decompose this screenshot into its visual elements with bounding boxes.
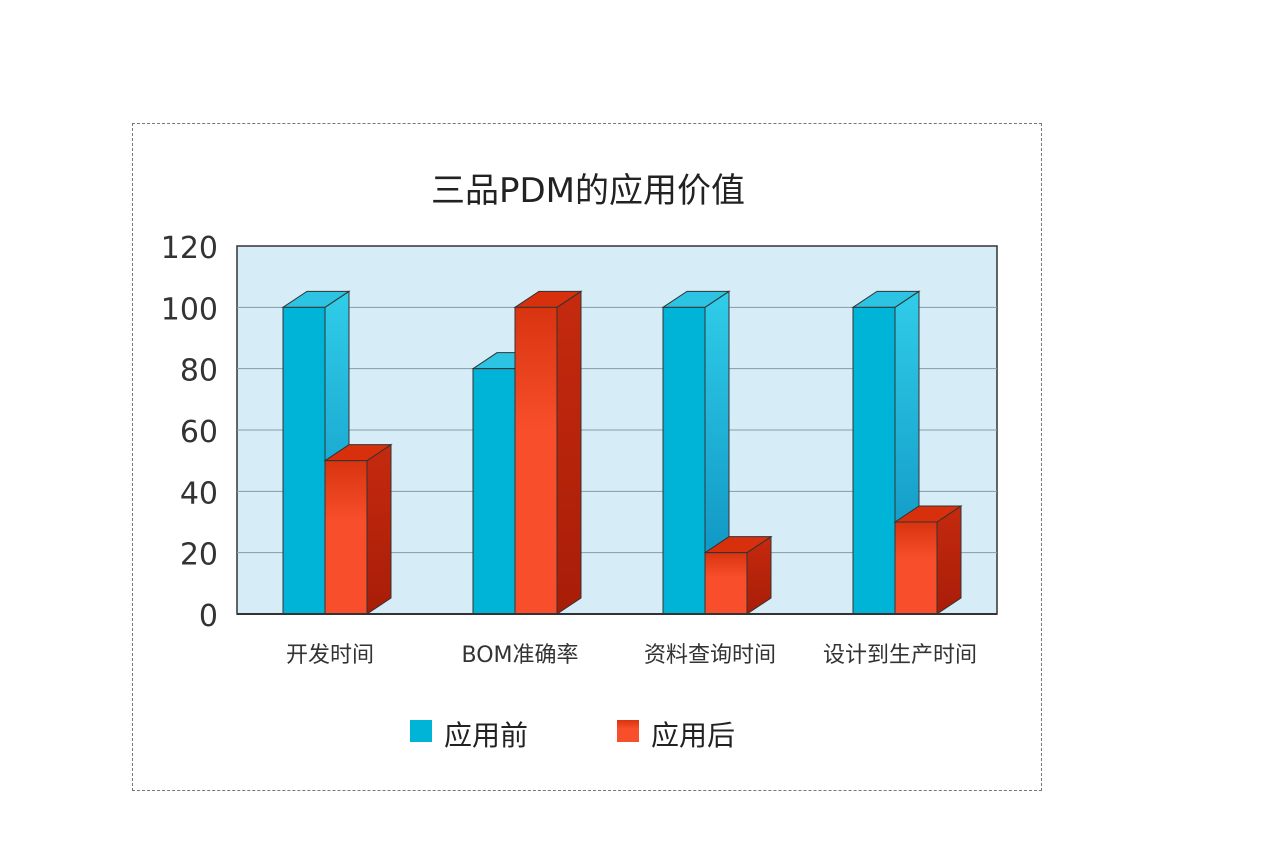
legend-label-before: 应用前 <box>444 719 528 752</box>
legend-label-after: 应用后 <box>651 719 735 752</box>
bar-before-2 <box>472 368 516 615</box>
y-tick-label: 60 <box>180 415 218 450</box>
x-tick-label: BOM准确率 <box>461 643 578 668</box>
legend-swatch-after <box>617 720 639 742</box>
bar-after-4-side <box>936 505 962 615</box>
y-tick-label: 100 <box>161 292 218 327</box>
bar-before-3 <box>662 306 706 615</box>
y-tick-label: 0 <box>199 599 218 634</box>
bar-before-1 <box>282 306 326 615</box>
bar-before-4 <box>852 306 896 615</box>
y-tick-label: 40 <box>180 476 218 511</box>
bar-after-2-side <box>556 290 582 615</box>
y-tick-label: 80 <box>180 354 218 389</box>
bar-after-4 <box>894 521 938 615</box>
bar-after-2 <box>514 306 558 615</box>
x-tick-label: 资料查询时间 <box>644 643 776 668</box>
chart-frame <box>132 123 1042 791</box>
bar-after-3 <box>704 552 748 615</box>
chart-title: 三品PDM的应用价值 <box>431 171 745 211</box>
y-tick-label: 20 <box>180 538 218 573</box>
bar-after-1-side <box>366 443 392 615</box>
legend: 应用前 应用后 <box>410 719 735 752</box>
x-tick-label: 开发时间 <box>286 643 374 668</box>
bar-after-1 <box>324 460 368 615</box>
x-tick-label: 设计到生产时间 <box>823 643 977 668</box>
y-tick-label: 120 <box>161 231 218 266</box>
legend-swatch-before <box>410 720 432 742</box>
